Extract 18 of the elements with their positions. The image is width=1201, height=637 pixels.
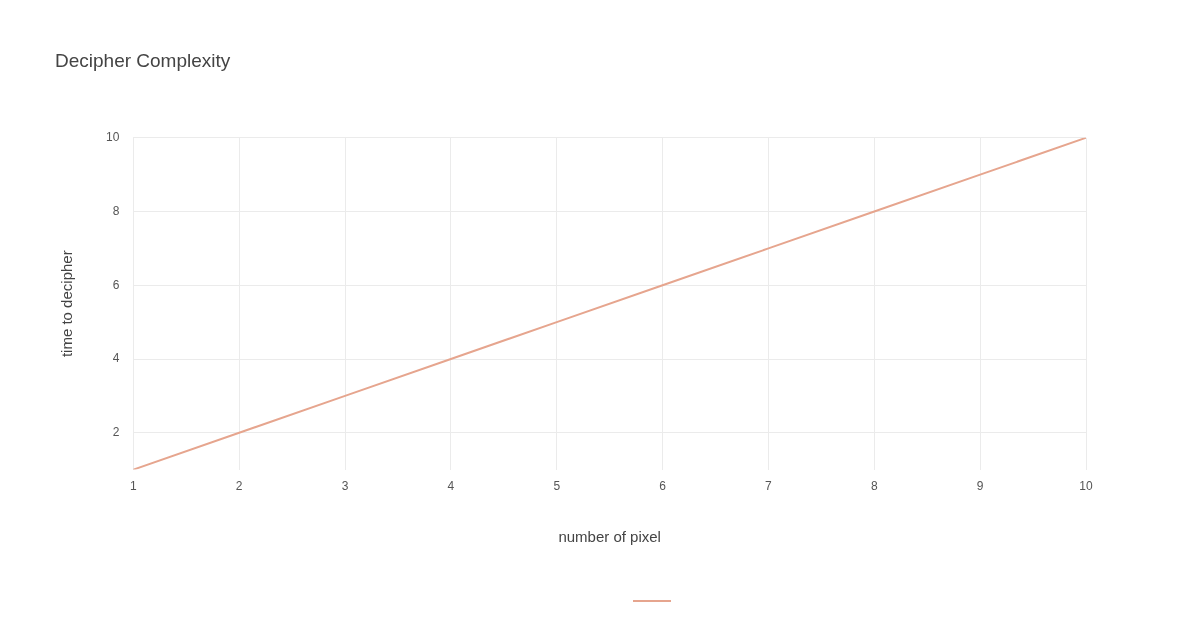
x-tick-label: 9 [976, 479, 984, 494]
y-tick-label: 8 [112, 203, 120, 218]
x-tick-label: 2 [235, 479, 243, 494]
y-tick-label: 2 [112, 425, 120, 440]
y-tick-label: 6 [112, 277, 120, 292]
x-tick-label: 1 [130, 479, 137, 494]
y-tick-label: 10 [105, 130, 120, 145]
y-tick-label: 4 [112, 351, 120, 366]
y-axis-title: time to decipher [58, 250, 76, 358]
x-tick-label: 8 [870, 479, 878, 494]
x-tick-label: 7 [765, 479, 773, 494]
x-axis-title: number of pixel [558, 528, 661, 546]
x-tick-label: 5 [553, 479, 561, 494]
x-tick-label: 10 [1079, 479, 1093, 494]
x-tick-label: 6 [659, 479, 667, 494]
x-tick-label: 3 [341, 479, 349, 494]
chart-title: Decipher Complexity [55, 49, 231, 71]
x-tick-label: 4 [447, 479, 455, 494]
